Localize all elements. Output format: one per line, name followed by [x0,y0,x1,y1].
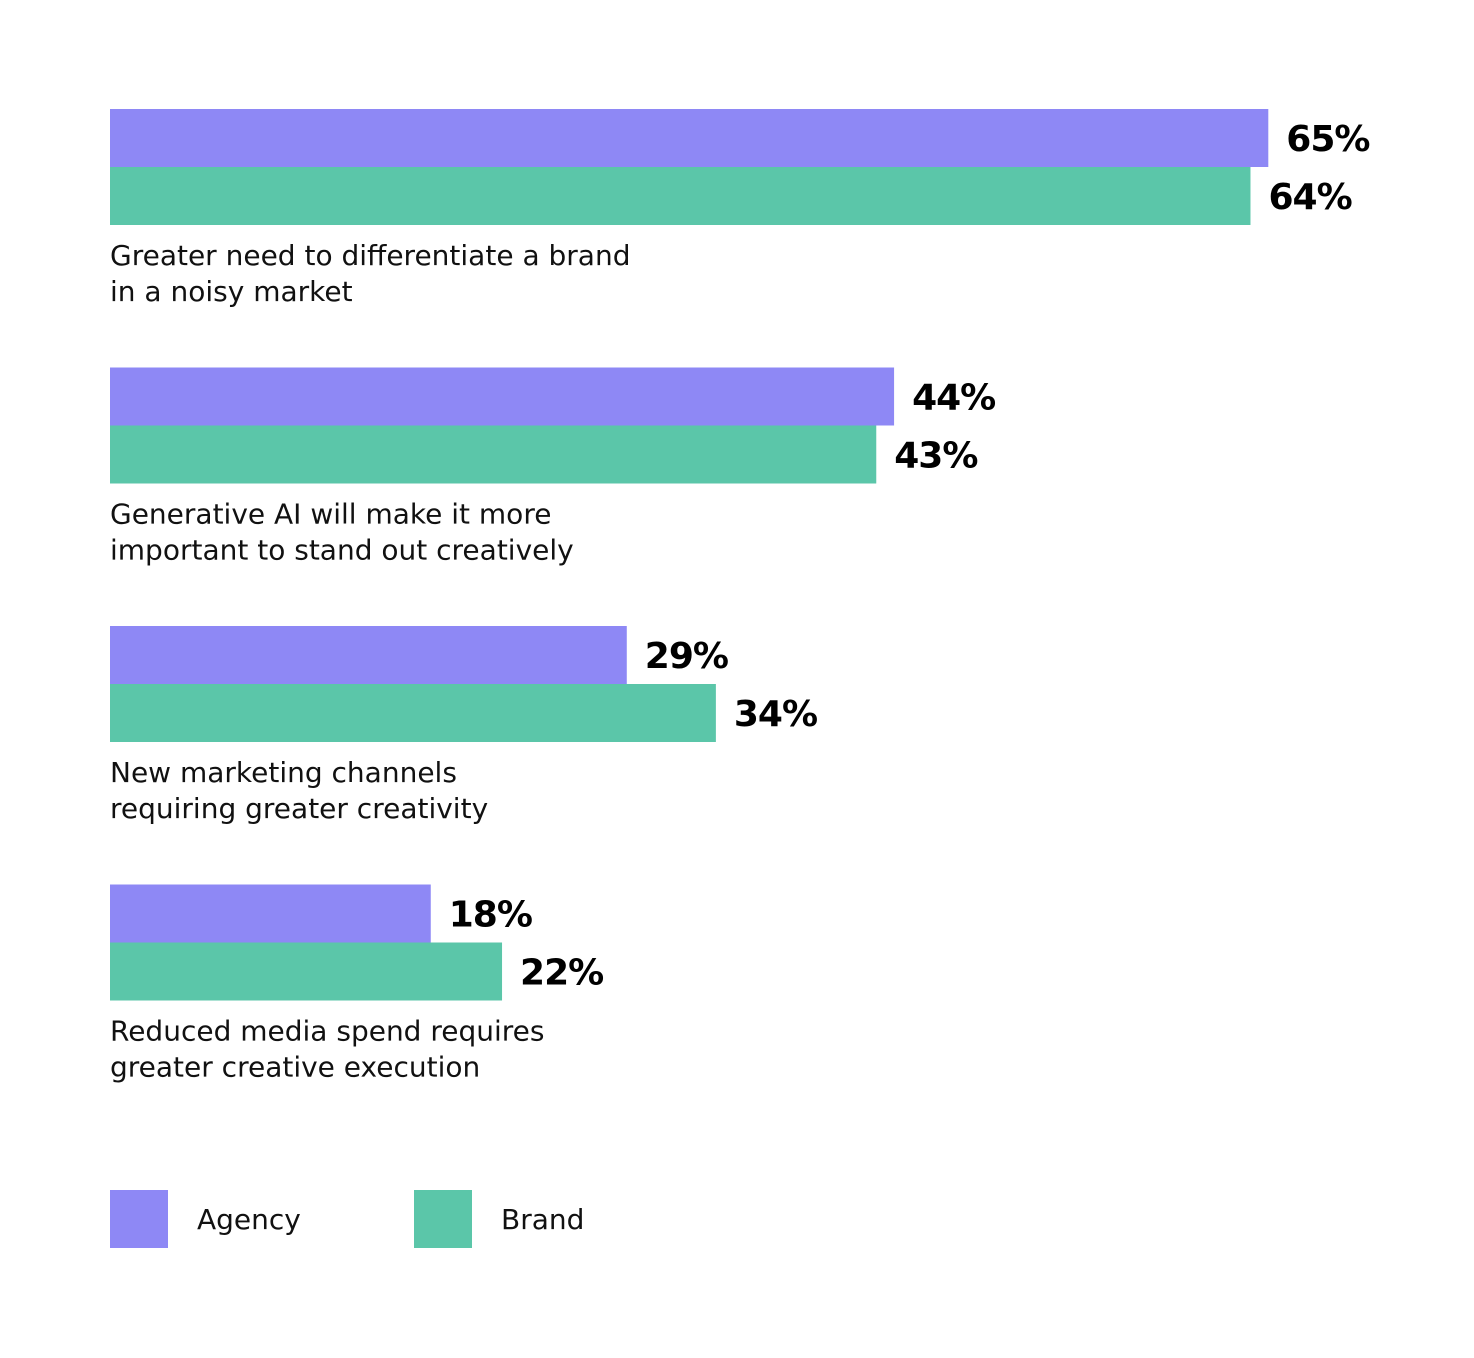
bar-brand [110,167,1251,225]
legend-label-agency: Agency [197,1203,301,1236]
legend-swatch-agency [110,1190,168,1248]
category-label-line: important to stand out creatively [110,534,574,567]
legend: Agency Brand [110,1190,584,1248]
value-label-brand: 34% [734,694,817,735]
value-label-agency: 65% [1286,119,1369,160]
category-label-line: Reduced media spend requires [110,1015,545,1048]
bar-agency [110,884,431,943]
bar-agency [110,367,895,426]
bar-brand [110,942,503,1001]
bar-group: 44% 43% Generative AI will make it more imp… [110,367,996,567]
category-label: New marketing channels requiring greater … [110,756,488,825]
legend-swatch-brand [414,1190,472,1248]
legend-item-agency: Agency [110,1190,301,1248]
category-label: Greater need to differentiate a brand in … [110,239,630,308]
value-label-brand: 43% [894,436,977,477]
legend-item-brand: Brand [414,1190,584,1248]
bar-group: 18% 22% Reduced media spend requires greate… [110,884,604,1084]
bar-group: 65% 64% Greater need to differentiate a br… [110,109,1370,308]
category-label-line: Greater need to differentiate a brand [110,239,630,272]
bar-brand [110,425,877,484]
category-label-line: requiring greater creativity [110,792,488,825]
plot-area: 65% 64% Greater need to differentiate a br… [110,109,1370,1084]
category-label-line: in a noisy market [110,275,353,308]
category-label-line: New marketing channels [110,756,457,789]
value-label-brand: 64% [1268,177,1351,218]
legend-label-brand: Brand [501,1203,584,1236]
value-label-agency: 18% [449,895,532,936]
bar-agency [110,109,1269,167]
bar-brand [110,684,716,742]
category-label: Generative AI will make it more important… [110,498,574,567]
category-label-line: Generative AI will make it more [110,498,551,531]
bar-agency [110,626,627,684]
category-label: Reduced media spend requires greater crea… [110,1015,545,1084]
value-label-brand: 22% [520,953,603,994]
category-label-line: greater creative execution [110,1051,480,1084]
value-label-agency: 29% [645,636,728,677]
value-label-agency: 44% [912,378,995,419]
bar-group: 29%34% New marketing channels requiring gr… [110,626,818,825]
